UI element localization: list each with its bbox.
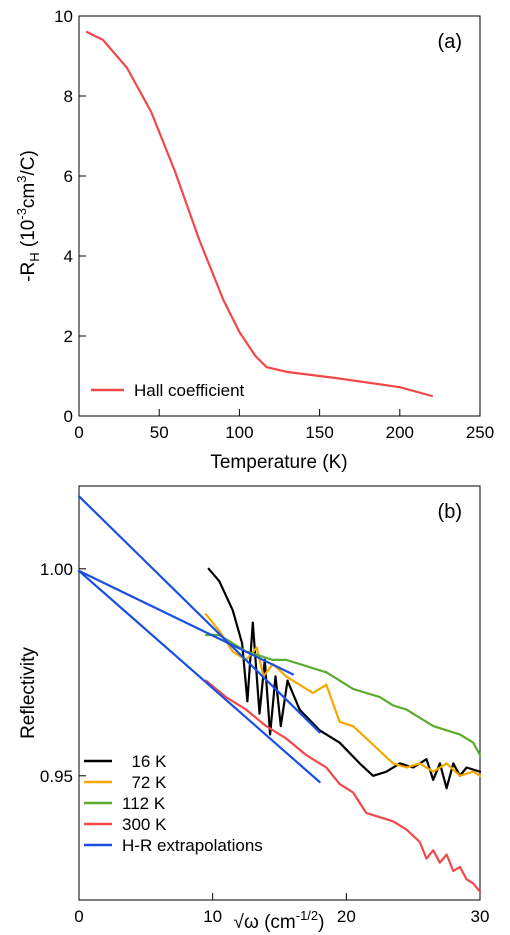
series-line-h-r-extrapolations — [77, 569, 321, 784]
series-line-h-r-extrapolations — [77, 569, 294, 676]
x-tick-label: 20 — [337, 907, 356, 926]
x-tick-label: 200 — [386, 423, 414, 442]
y-tick-label: 0 — [64, 407, 73, 426]
series-line-300-k — [204, 679, 482, 893]
x-tick-label: 30 — [471, 907, 490, 926]
series-line-h-r-extrapolations — [77, 495, 321, 734]
x-tick-label: 100 — [225, 423, 253, 442]
series-line-hall-coefficient — [85, 30, 433, 398]
y-tick-label: 1.00 — [40, 560, 73, 579]
x-tick-label: 50 — [150, 423, 169, 442]
panel-b: 0 10 20 30 0.95 1.00 (b) √ω (cm-1/2) Reflecti… — [18, 485, 490, 933]
legend-label-hall: Hall coefficient — [134, 381, 245, 400]
series-line-16-k — [207, 567, 482, 790]
y-tick-label: 2 — [64, 327, 73, 346]
panel-a-legend: Hall coefficient — [91, 381, 245, 400]
panel-b-lines — [77, 495, 482, 893]
y-tick-label: 6 — [64, 167, 73, 186]
y-tick-label: 10 — [54, 7, 73, 26]
panel-b-ylabel: Reflectivity — [18, 647, 39, 739]
legend-label: 112 K — [122, 794, 166, 813]
series-line-112-k — [204, 633, 482, 757]
x-tick-label: 250 — [466, 423, 494, 442]
x-tick-label: 10 — [203, 907, 222, 926]
panel-a-ylabel: -RH (10-3cm3/C) — [14, 150, 42, 282]
legend-label: 16 K — [122, 752, 167, 771]
legend-label: H-R extrapolations — [122, 836, 263, 855]
panel-b-xlabel: √ω (cm-1/2) — [234, 908, 325, 933]
panel-a-label: (a) — [438, 31, 462, 53]
y-tick-label: 4 — [64, 247, 73, 266]
y-tick-label: 8 — [64, 87, 73, 106]
y-tick-label: 0.95 — [40, 767, 73, 786]
panel-b-ticks: 0 10 20 30 0.95 1.00 — [40, 560, 490, 926]
x-tick-label: 0 — [74, 423, 83, 442]
panel-a: 0 50 100 150 200 250 0 2 4 6 8 10 (a) Temperature (… — [14, 7, 494, 473]
panel-b-label: (b) — [438, 501, 462, 523]
panel-a-frame — [78, 15, 481, 417]
panel-a-xlabel: Temperature (K) — [210, 452, 347, 473]
panel-a-ticks: 0 50 100 150 200 250 0 2 4 6 8 10 — [54, 7, 494, 442]
x-tick-label: 150 — [305, 423, 333, 442]
panel-b-frame — [78, 485, 481, 901]
panel-b-legend: 16 K 72 K 112 K 300 K H-R extrapolations — [84, 752, 263, 855]
panel-a-lines — [85, 30, 433, 398]
series-line-72-k — [204, 613, 482, 777]
legend-label: 72 K — [122, 773, 167, 792]
x-tick-label: 0 — [74, 907, 83, 926]
legend-label: 300 K — [122, 815, 167, 834]
